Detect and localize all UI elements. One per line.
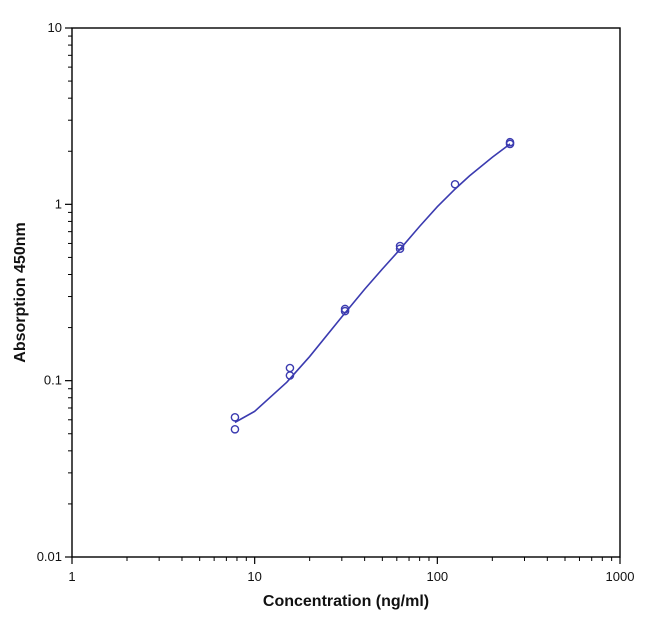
data-point (340, 306, 350, 316)
data-point (230, 424, 240, 434)
fitted-curve-line (234, 143, 511, 424)
x-tick-label: 10 (247, 569, 261, 584)
y-tick-label: 0.01 (37, 549, 62, 564)
y-tick-label: 10 (48, 20, 62, 35)
data-point (285, 371, 295, 380)
y-tick-label: 0.1 (44, 373, 62, 388)
data-point (505, 139, 515, 149)
x-tick-label: 1 (68, 569, 75, 584)
x-tick-label: 1000 (606, 569, 635, 584)
data-point (395, 241, 405, 251)
y-tick-label: 1 (55, 196, 62, 211)
data-point (450, 179, 460, 189)
axes-layer (71, 27, 621, 558)
x-tick-label: 100 (426, 569, 448, 584)
series-layer (230, 137, 515, 434)
y-axis-label: Absorption 450nm (12, 222, 29, 362)
labels-layer: Concentration (ng/ml) Absorption 450nm (12, 222, 429, 610)
plot-frame (71, 27, 621, 558)
data-point (395, 244, 405, 254)
data-point (230, 412, 240, 422)
data-point (285, 363, 295, 373)
x-axis-label: Concentration (ng/ml) (263, 593, 429, 610)
ticks-layer: 1 10 100 1000 0.01 0.1 1 10 (37, 20, 635, 584)
